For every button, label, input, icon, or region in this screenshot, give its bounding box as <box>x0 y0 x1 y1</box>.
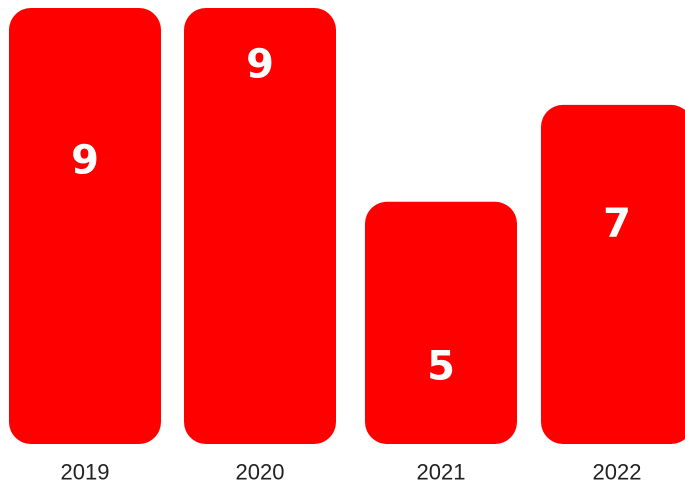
value-label-2022: 7 <box>603 201 631 247</box>
bar-2022 <box>541 104 685 444</box>
bar-2019 <box>9 8 161 444</box>
bars-group <box>9 8 685 444</box>
value-label-2019: 9 <box>71 138 99 184</box>
value-label-2020: 9 <box>246 42 274 88</box>
x-tick-label-2021: 2021 <box>417 460 466 485</box>
bar-2020 <box>184 8 336 444</box>
x-axis-tick-labels: 2019 2020 2021 2022 <box>61 460 642 485</box>
value-label-2021: 5 <box>427 343 455 389</box>
x-tick-label-2020: 2020 <box>236 460 285 485</box>
bar-2021 <box>365 201 517 444</box>
x-tick-label-2019: 2019 <box>61 460 110 485</box>
value-labels-group: 9 9 5 7 <box>71 42 631 390</box>
x-tick-label-2022: 2022 <box>593 460 642 485</box>
